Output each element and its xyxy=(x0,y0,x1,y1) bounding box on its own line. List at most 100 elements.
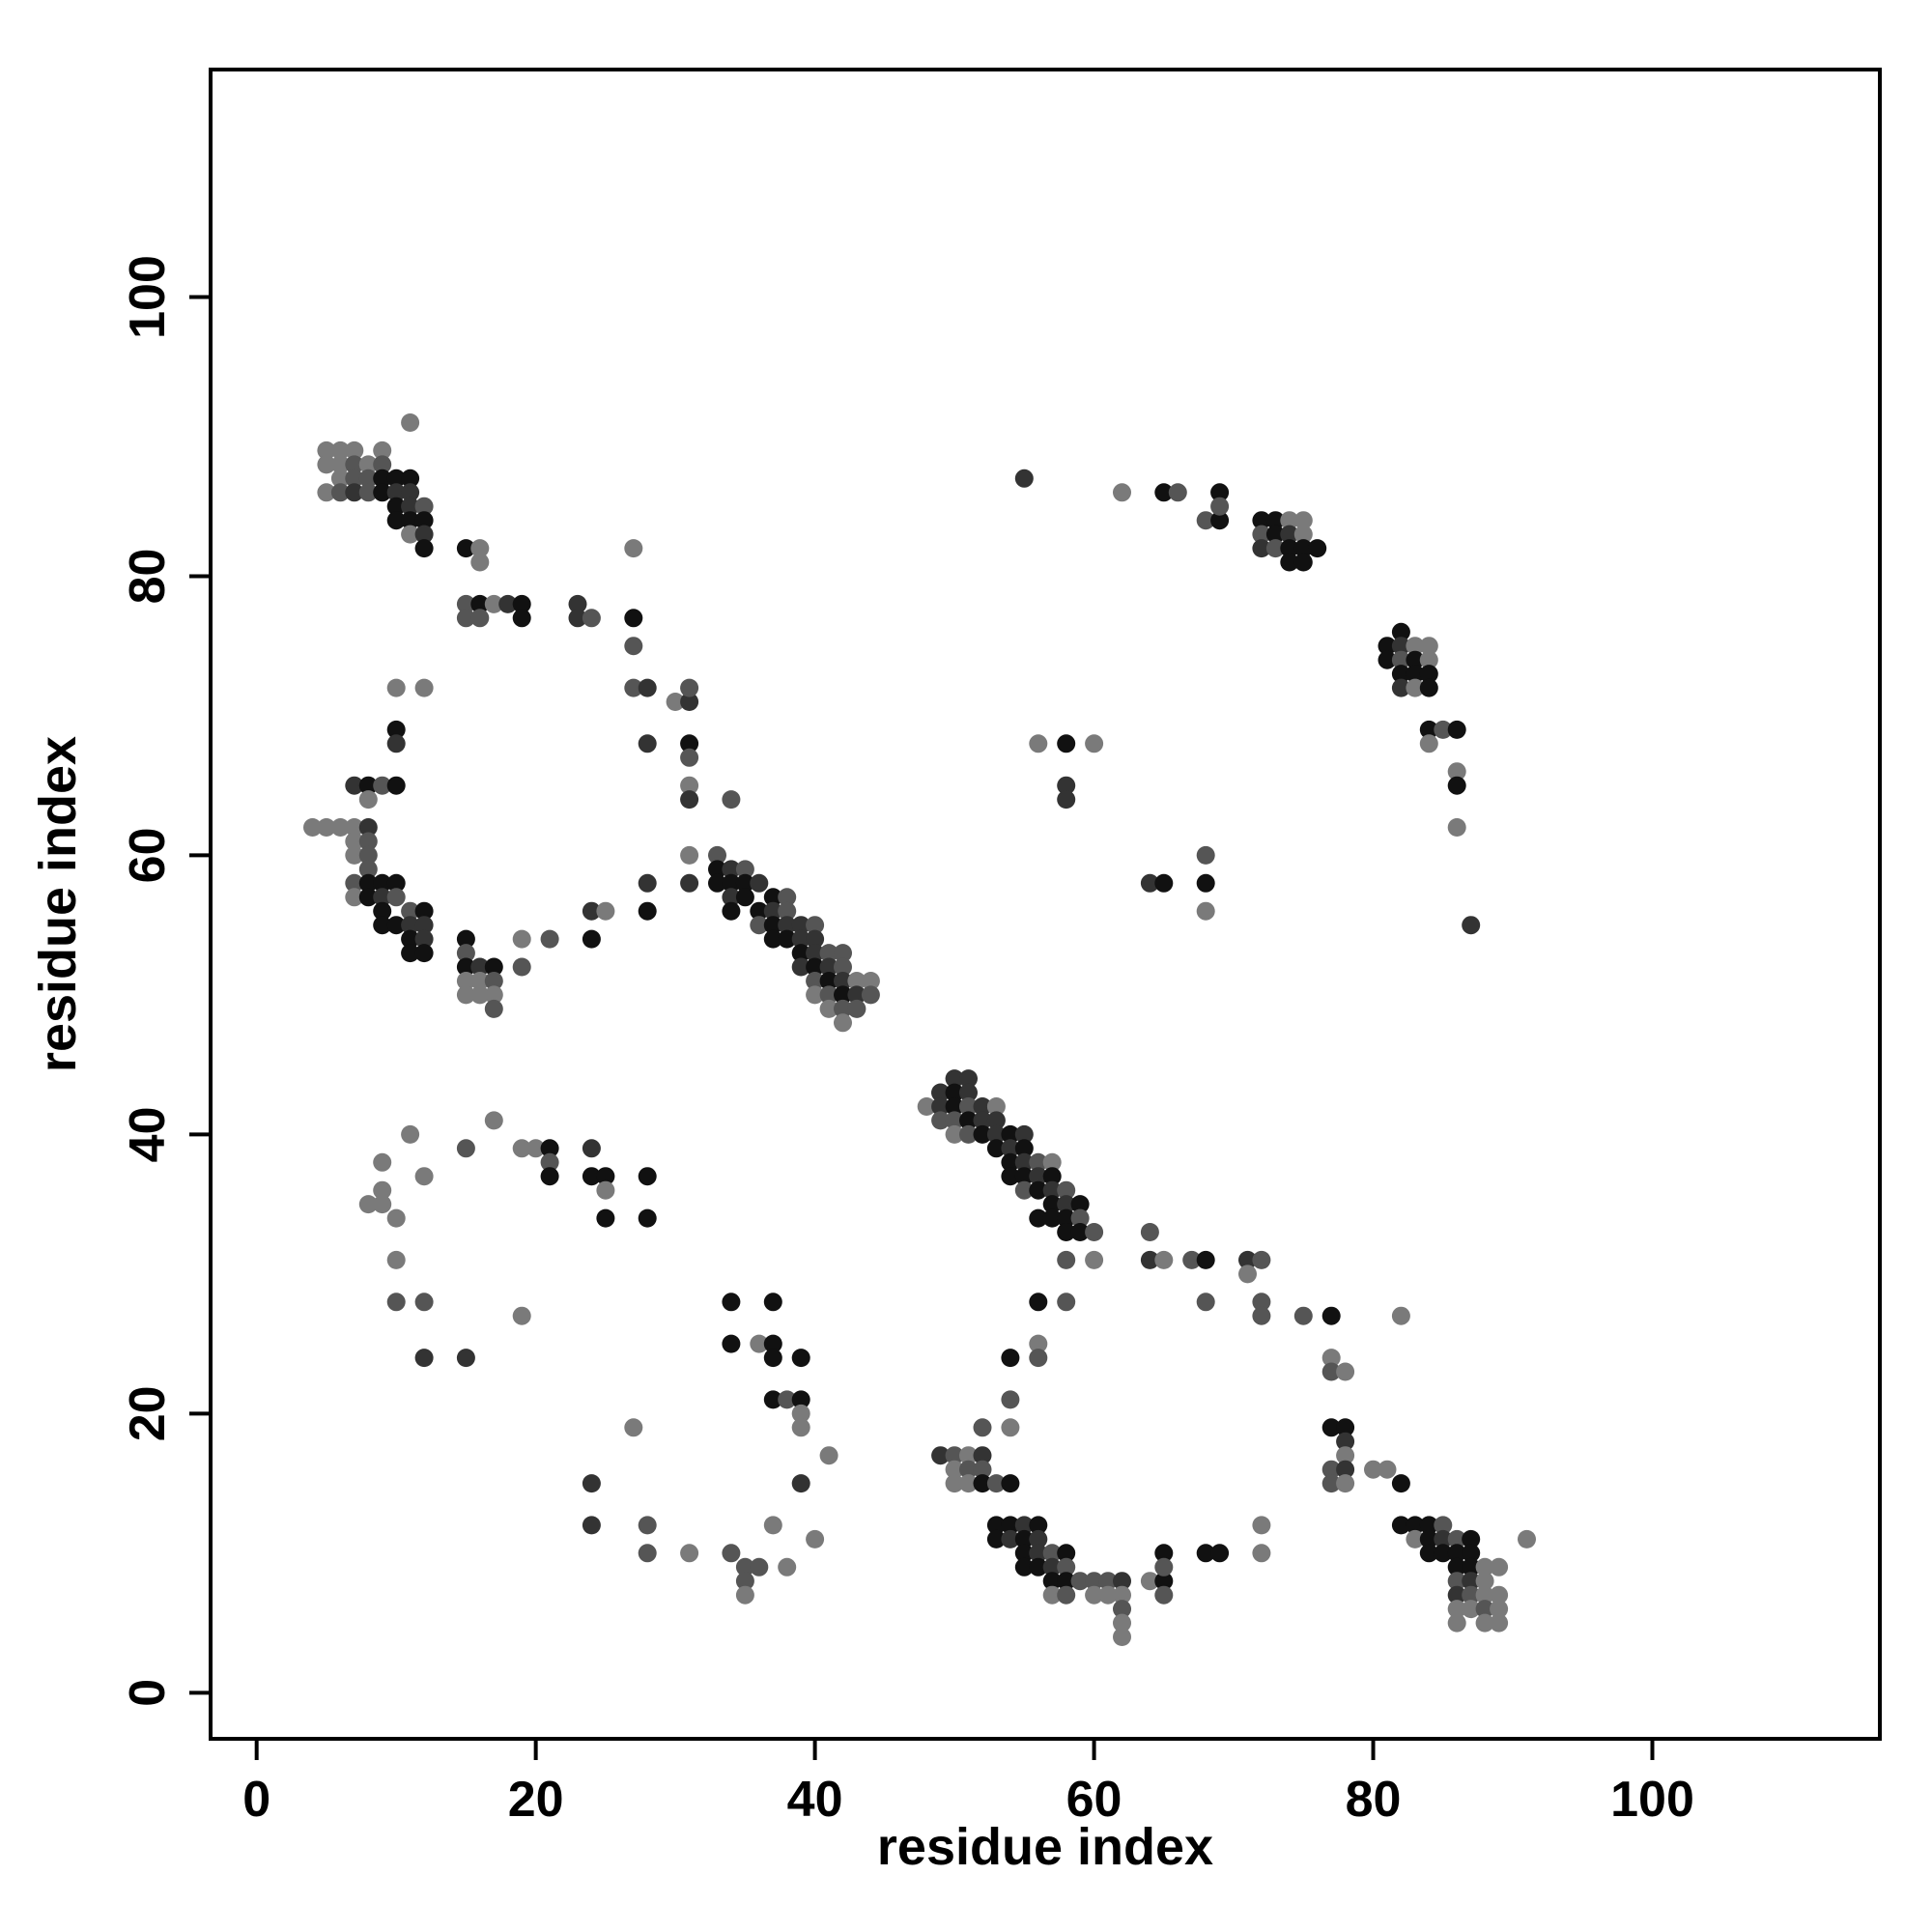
y-tick-label: 40 xyxy=(120,1106,176,1162)
data-point xyxy=(986,1097,1006,1116)
data-point xyxy=(582,901,601,921)
data-point xyxy=(986,1474,1006,1493)
data-point xyxy=(847,999,867,1018)
data-point xyxy=(834,972,852,990)
data-point xyxy=(778,1390,797,1409)
data-point xyxy=(1113,1628,1131,1646)
data-point xyxy=(1196,1544,1215,1563)
data-point xyxy=(484,957,503,977)
data-point xyxy=(568,594,587,613)
data-point xyxy=(373,1195,392,1214)
x-axis-label: residue index xyxy=(877,1818,1213,1876)
data-point xyxy=(386,776,406,795)
data-point xyxy=(945,1069,964,1089)
data-point xyxy=(540,1167,559,1186)
data-point xyxy=(1406,1529,1425,1548)
data-point xyxy=(401,497,420,516)
data-point xyxy=(317,455,336,474)
data-point xyxy=(414,539,434,558)
data-point xyxy=(1057,1180,1076,1200)
data-point xyxy=(386,873,406,893)
data-point xyxy=(680,790,699,810)
data-point xyxy=(456,929,475,949)
data-point xyxy=(386,1208,406,1228)
data-point xyxy=(973,1124,992,1144)
data-point xyxy=(582,1139,601,1158)
data-point xyxy=(1057,790,1076,810)
data-point xyxy=(1293,1306,1313,1325)
data-point xyxy=(1280,539,1299,558)
data-point xyxy=(330,469,350,488)
data-point xyxy=(624,539,643,558)
data-point xyxy=(358,860,378,879)
data-point xyxy=(973,1097,992,1116)
data-point xyxy=(834,999,852,1018)
data-point xyxy=(1098,1572,1118,1591)
data-point xyxy=(791,1418,810,1437)
data-point xyxy=(345,483,364,502)
data-point xyxy=(1085,1250,1104,1269)
data-point xyxy=(1252,539,1271,558)
data-point xyxy=(386,511,406,530)
data-point xyxy=(456,594,475,613)
data-point xyxy=(791,916,810,935)
data-point xyxy=(1378,650,1397,669)
data-point xyxy=(1154,1557,1174,1577)
data-point xyxy=(1406,1516,1425,1535)
data-point xyxy=(1462,1600,1481,1619)
data-point xyxy=(1001,1167,1020,1186)
y-tick-label: 20 xyxy=(120,1385,176,1441)
data-point xyxy=(680,1544,699,1563)
data-point xyxy=(1042,1208,1062,1228)
data-point xyxy=(373,1180,392,1200)
data-point xyxy=(582,1474,601,1493)
data-point xyxy=(973,1418,992,1437)
data-point xyxy=(959,1111,978,1130)
data-point xyxy=(735,1585,754,1605)
data-point xyxy=(1154,483,1174,502)
data-point xyxy=(1321,1306,1341,1325)
data-point xyxy=(791,957,810,977)
data-point xyxy=(778,916,797,935)
data-point xyxy=(401,1124,420,1144)
data-point xyxy=(1265,539,1285,558)
data-point xyxy=(763,1516,782,1535)
data-point xyxy=(1029,1516,1048,1535)
data-point xyxy=(945,1446,964,1465)
data-point xyxy=(847,972,867,990)
data-point xyxy=(345,440,364,460)
data-point xyxy=(1252,1516,1271,1535)
data-point xyxy=(386,483,406,502)
x-tick-label: 80 xyxy=(1346,1772,1402,1828)
data-point xyxy=(512,1306,531,1325)
data-point xyxy=(778,888,797,907)
data-point xyxy=(931,1097,951,1116)
data-point xyxy=(624,678,643,697)
data-point xyxy=(1293,553,1313,572)
data-point xyxy=(1042,1544,1062,1563)
data-point xyxy=(819,999,838,1018)
data-point xyxy=(806,985,825,1005)
data-point xyxy=(1042,1167,1062,1186)
data-point xyxy=(1462,1557,1481,1577)
data-point xyxy=(1029,1557,1048,1577)
data-point xyxy=(791,1404,810,1423)
data-point xyxy=(1001,1390,1020,1409)
data-point xyxy=(456,985,475,1005)
data-point xyxy=(638,734,657,753)
data-point xyxy=(1447,1544,1466,1563)
data-point xyxy=(470,553,490,572)
data-point xyxy=(1391,1474,1410,1493)
data-point xyxy=(986,1516,1006,1535)
data-point xyxy=(1378,1460,1397,1479)
data-point xyxy=(386,497,406,516)
data-point xyxy=(680,873,699,893)
data-point xyxy=(401,944,420,963)
data-point xyxy=(1434,1544,1453,1563)
data-point xyxy=(945,1083,964,1102)
data-point xyxy=(484,999,503,1018)
data-point xyxy=(512,1139,531,1158)
data-point xyxy=(1280,553,1299,572)
data-point xyxy=(1419,637,1438,656)
data-point xyxy=(1154,1250,1174,1269)
